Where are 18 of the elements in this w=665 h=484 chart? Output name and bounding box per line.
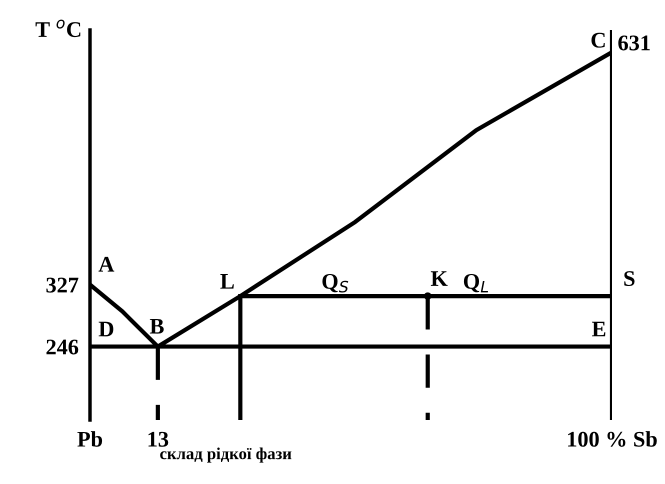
x-tick-label: 100 % Sb <box>568 431 657 447</box>
y-tick-label: 246 <box>46 340 78 355</box>
text: склад рідкої фази <box>160 448 292 463</box>
x-tick-label: Pb <box>77 431 102 447</box>
annotation: 631 <box>618 36 650 50</box>
annotation: Q$_{S}$ <box>322 274 348 293</box>
annotation: Q$_{L}$ <box>464 274 488 292</box>
annotation: C <box>591 32 605 48</box>
x-tick-label: 13 <box>148 432 168 447</box>
y-tick-label: 327 <box>46 278 78 293</box>
annotation: D <box>98 322 114 336</box>
annotation: K <box>430 271 448 286</box>
annotation: B <box>150 318 164 334</box>
annotation: E <box>592 322 606 336</box>
annotation: L <box>220 274 234 289</box>
annotation: A <box>98 256 114 272</box>
y-axis-title: T $^{o}$C <box>36 20 80 38</box>
annotation: S <box>624 271 635 286</box>
